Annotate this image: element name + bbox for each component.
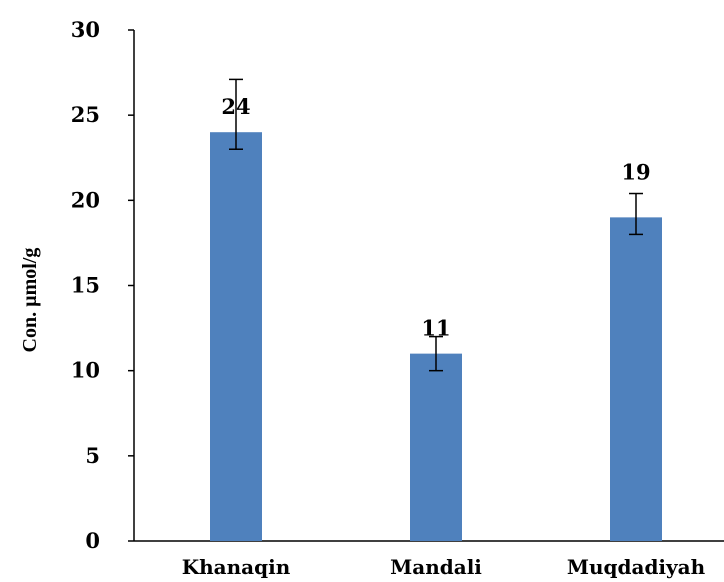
x-axis-categories: Khanaqin Mandali Muqdadiyah: [182, 555, 706, 579]
y-axis-ticks: 0 5 10 15 20 25 30: [71, 17, 134, 553]
bars: [210, 132, 662, 541]
bar-khanaqin: [210, 132, 262, 541]
y-axis-title: Con. µmol/g: [19, 248, 41, 353]
x-category-label: Muqdadiyah: [567, 555, 706, 579]
y-axis-title-group: Con. µmol/g: [19, 248, 41, 353]
x-category-label: Mandali: [390, 555, 482, 579]
y-tick-label: 15: [71, 273, 100, 298]
data-label: 19: [621, 160, 650, 185]
y-tick-label: 25: [71, 102, 100, 127]
x-category-label: Khanaqin: [182, 555, 291, 579]
error-bars: [229, 78, 643, 372]
bar-muqdadiyah: [610, 217, 662, 541]
y-tick-label: 20: [71, 187, 100, 212]
y-tick-label: 30: [71, 17, 100, 42]
data-label: 11: [421, 316, 450, 341]
y-tick-label: 10: [71, 358, 100, 383]
y-tick-label: 5: [85, 443, 100, 468]
y-tick-label: 0: [85, 528, 100, 553]
bar-mandali: [410, 353, 462, 541]
data-label: 24: [221, 94, 250, 119]
data-labels: 24 11 19: [221, 94, 650, 340]
